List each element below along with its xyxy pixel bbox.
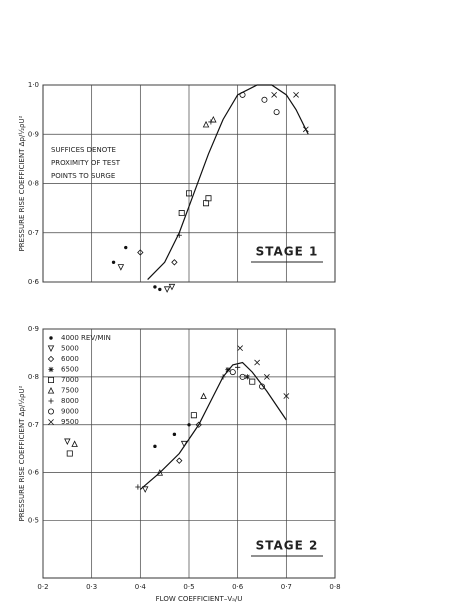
data-point — [163, 286, 171, 293]
legend-symbol — [48, 377, 54, 383]
data-point — [203, 200, 210, 207]
data-point — [237, 345, 243, 352]
legend-symbol — [48, 366, 54, 373]
legend-label: 7500 — [61, 387, 79, 395]
data-point — [111, 260, 116, 264]
data-point — [225, 367, 231, 373]
legend-label: 5000 — [61, 345, 79, 353]
data-point — [302, 126, 309, 133]
y-tick-label: 0·6 — [28, 469, 40, 477]
data-point — [153, 285, 157, 289]
data-point — [66, 450, 73, 457]
data-point — [259, 383, 266, 390]
data-point — [176, 232, 182, 238]
data-point — [190, 412, 197, 419]
data-point — [168, 283, 176, 291]
x-tick-label: 0·6 — [232, 583, 244, 591]
data-point — [273, 109, 280, 116]
data-point — [208, 119, 214, 125]
data-point — [293, 91, 299, 98]
data-point — [124, 245, 128, 250]
data-point — [271, 91, 278, 98]
y-tick-label: 0·8 — [28, 180, 39, 188]
data-point — [235, 364, 241, 370]
legend-label: 8000 — [61, 397, 79, 405]
data-point — [187, 423, 191, 427]
data-point — [158, 287, 162, 292]
data-point — [180, 440, 188, 448]
data-point — [117, 264, 125, 271]
data-point — [239, 373, 246, 380]
legend-symbol — [47, 345, 55, 352]
data-point — [254, 359, 261, 366]
data-point — [135, 484, 141, 490]
legend-symbol — [48, 419, 54, 425]
fitted-curve — [139, 361, 287, 490]
y-tick-label: 0·8 — [28, 373, 39, 381]
data-point — [195, 421, 202, 428]
legend-label: 6000 — [61, 355, 79, 363]
legend-symbol — [48, 408, 55, 415]
legend-label: 9500 — [61, 418, 79, 426]
x-tick-label: 0·5 — [183, 583, 194, 591]
y-axis-label: PRESSURE RISE COEFFICIENT Δp/½ρU² — [18, 115, 26, 251]
y-tick-label: 0·7 — [28, 421, 39, 429]
chart-title: STAGE 2 — [256, 539, 319, 553]
chart-title: STAGE 1 — [256, 245, 319, 259]
y-axis-label: PRESSURE RISE COEFFICIENT Δp/½ρU² — [18, 385, 26, 521]
data-point — [71, 440, 78, 447]
y-tick-label: 1·0 — [28, 81, 39, 89]
legend-symbol — [48, 398, 54, 404]
data-point — [141, 486, 149, 493]
data-point — [171, 259, 178, 266]
data-point — [186, 190, 192, 197]
data-point — [200, 392, 207, 400]
data-point — [239, 91, 246, 98]
data-point — [283, 393, 290, 399]
legend-symbol — [47, 355, 55, 363]
data-point — [178, 210, 185, 217]
data-point — [202, 120, 210, 128]
x-tick-label: 0·3 — [86, 583, 97, 591]
data-point — [137, 249, 144, 256]
data-point — [205, 195, 212, 202]
annotation: POINTS TO SURGE — [51, 172, 115, 180]
data-point — [176, 457, 183, 464]
data-point — [244, 374, 250, 380]
legend-label: 4000 REV/MIN — [61, 334, 111, 342]
y-tick-label: 0·5 — [28, 517, 39, 525]
x-axis-label: FLOW COEFFICIENT–Vₐ/U — [156, 595, 243, 603]
legend-symbol — [49, 336, 53, 340]
data-point — [249, 378, 256, 385]
annotation: SUFFICES DENOTE — [51, 146, 116, 154]
data-point — [220, 374, 226, 380]
data-point — [263, 374, 270, 380]
y-tick-label: 0·9 — [28, 130, 39, 138]
annotation: PROXIMITY OF TEST — [51, 159, 121, 167]
x-tick-label: 0·7 — [281, 583, 292, 591]
legend-label: 6500 — [61, 366, 79, 374]
legend-label: 7000 — [61, 376, 79, 384]
x-tick-label: 0·2 — [37, 583, 48, 591]
x-tick-label: 0·8 — [329, 583, 340, 591]
x-tick-label: 0·4 — [135, 583, 147, 591]
y-tick-label: 0·6 — [28, 278, 40, 286]
data-point — [210, 115, 217, 123]
fitted-curve — [147, 84, 309, 280]
legend-label: 9000 — [61, 408, 79, 416]
y-tick-label: 0·7 — [28, 229, 39, 237]
data-point — [153, 444, 157, 448]
data-point — [261, 96, 268, 103]
data-point — [64, 438, 71, 446]
legend-symbol — [47, 387, 55, 394]
data-point — [229, 369, 236, 376]
data-point — [156, 469, 164, 476]
y-tick-label: 0·9 — [28, 325, 39, 333]
data-point — [172, 432, 177, 436]
